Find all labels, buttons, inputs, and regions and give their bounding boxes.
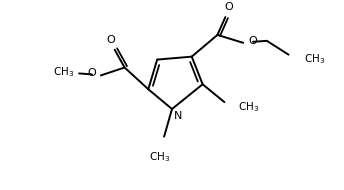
Text: O: O [248,36,257,46]
Text: O: O [87,68,96,78]
Text: O: O [224,2,233,12]
Text: CH$_3$: CH$_3$ [53,66,74,79]
Text: CH$_3$: CH$_3$ [304,53,325,66]
Text: O: O [106,35,115,45]
Text: CH$_3$: CH$_3$ [149,150,170,164]
Text: N: N [174,111,182,121]
Text: CH$_3$: CH$_3$ [238,100,259,114]
